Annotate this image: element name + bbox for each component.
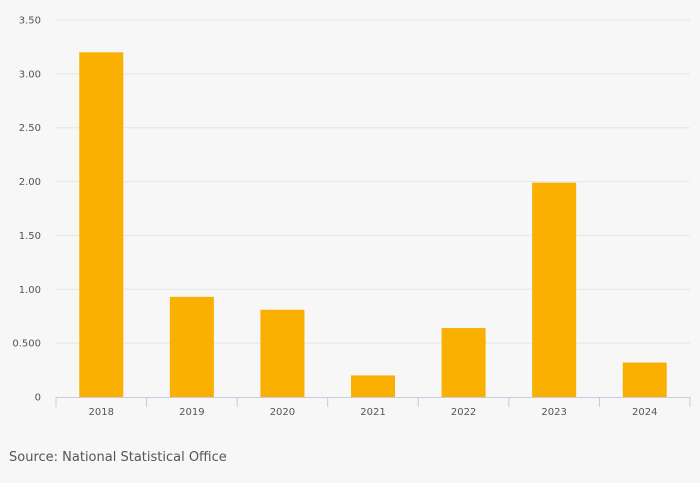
bar-2022 bbox=[441, 328, 486, 397]
x-tick-label: 2023 bbox=[541, 407, 566, 418]
y-tick-label: 3.00 bbox=[19, 69, 41, 80]
bar-2018 bbox=[79, 52, 124, 398]
bar-2019 bbox=[169, 296, 214, 397]
bar-2020 bbox=[260, 309, 305, 397]
y-tick-label: 0 bbox=[35, 393, 41, 404]
x-tick-label: 2021 bbox=[360, 407, 385, 418]
x-tick-label: 2024 bbox=[632, 407, 657, 418]
x-axis bbox=[55, 397, 691, 407]
bar-2021 bbox=[351, 375, 395, 397]
y-tick-label: 2.00 bbox=[19, 177, 41, 188]
y-tick-label: 1.00 bbox=[19, 285, 41, 296]
y-tick-label: 3.50 bbox=[19, 16, 41, 27]
y-tick-label: 2.50 bbox=[19, 123, 41, 134]
y-tick-label: 1.50 bbox=[19, 231, 41, 242]
x-tick-label: 2018 bbox=[89, 407, 114, 418]
bar-2024 bbox=[622, 362, 667, 397]
y-tick-label: 0.500 bbox=[12, 339, 41, 350]
bar-2023 bbox=[532, 182, 577, 397]
gridlines bbox=[56, 19, 690, 344]
bars bbox=[79, 52, 667, 398]
x-axis-tick-labels: 2018 2019 2020 2021 2022 2023 2024 bbox=[89, 407, 658, 418]
x-tick-label: 2019 bbox=[179, 407, 204, 418]
source-note: Source: National Statistical Office bbox=[9, 450, 227, 465]
y-axis-tick-labels: 0 0.500 1.00 1.50 2.00 2.50 3.00 3.50 bbox=[12, 16, 41, 404]
x-tick-label: 2022 bbox=[451, 407, 476, 418]
x-tick-label: 2020 bbox=[270, 407, 295, 418]
